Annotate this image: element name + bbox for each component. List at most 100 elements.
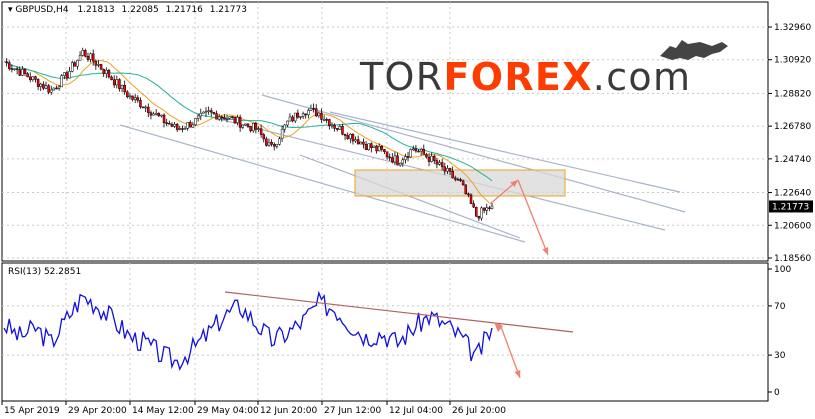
candle-body xyxy=(312,107,315,110)
candle-body xyxy=(102,68,105,74)
candle-body xyxy=(36,79,40,87)
candle-body xyxy=(31,76,35,81)
rsi-title: RSI(13) 52.2851 xyxy=(8,267,81,277)
header-open: 1.21813 xyxy=(77,5,114,15)
candle-body xyxy=(404,156,407,161)
candle-body xyxy=(128,95,132,98)
candle-body xyxy=(488,207,491,210)
candle-body xyxy=(191,124,195,128)
candle-body xyxy=(472,203,475,208)
candle-body xyxy=(84,50,87,57)
candle-body xyxy=(215,113,218,120)
candle-body xyxy=(304,113,307,116)
candle-body xyxy=(464,184,468,195)
candle-body xyxy=(422,148,426,155)
candle-body xyxy=(385,151,389,158)
candle-body xyxy=(328,119,331,126)
candle-body xyxy=(307,110,310,116)
candle-body xyxy=(448,168,452,172)
candle-body xyxy=(283,124,286,130)
candle-body xyxy=(154,113,158,115)
candle-body xyxy=(265,138,268,146)
candle-body xyxy=(42,83,45,89)
time-label: 29 May 04:00 xyxy=(197,406,259,416)
candle-body xyxy=(322,119,326,121)
candle-body xyxy=(110,76,113,80)
price-tick-label: 1.22640 xyxy=(774,189,811,199)
candle-body xyxy=(115,79,119,86)
candle-body xyxy=(309,107,313,111)
candle-body xyxy=(398,162,402,166)
price-tick-label: 1.26780 xyxy=(774,122,811,132)
current-price-box xyxy=(769,200,813,213)
candle-body xyxy=(406,156,410,158)
logo-tor: TOR xyxy=(359,55,442,99)
candle-body xyxy=(267,141,271,146)
candle-body xyxy=(63,72,66,76)
candle-body xyxy=(60,75,63,88)
candle-body xyxy=(454,177,457,180)
candle-body xyxy=(147,106,150,113)
time-label: 29 Apr 20:00 xyxy=(68,406,127,416)
candle-body xyxy=(149,112,153,116)
candle-body xyxy=(456,179,460,181)
candle-body xyxy=(317,112,321,117)
channel-line xyxy=(261,94,686,213)
candle-body xyxy=(39,83,42,87)
candle-body xyxy=(480,207,483,219)
candle-body xyxy=(238,116,242,128)
rsi-tick-label: 100 xyxy=(774,265,791,275)
candle-body xyxy=(414,148,418,152)
channel-line xyxy=(329,111,681,193)
candle-body xyxy=(78,55,82,61)
candle-body xyxy=(126,91,129,98)
candle-body xyxy=(183,128,187,130)
candle-body xyxy=(105,70,108,74)
candle-body xyxy=(370,143,373,148)
candle-body xyxy=(278,138,281,145)
candle-body xyxy=(133,97,137,100)
candle-body xyxy=(280,128,284,140)
candle-body xyxy=(388,156,391,159)
rsi-indicator xyxy=(3,290,574,379)
rsi-panel-frame xyxy=(1,262,769,402)
candle-body xyxy=(412,148,415,151)
time-label: 12 Jul 04:00 xyxy=(389,406,443,416)
candle-body xyxy=(419,148,423,152)
time-label: 12 Jun 20:00 xyxy=(260,406,317,416)
candle-body xyxy=(438,162,441,165)
candle-body xyxy=(343,133,347,136)
rsi-tick-label: 70 xyxy=(774,302,786,312)
candle-body xyxy=(55,87,58,90)
candle-body xyxy=(475,206,478,217)
candle-body xyxy=(482,207,486,211)
candle-body xyxy=(173,123,176,127)
candle-body xyxy=(231,116,234,118)
candle-body xyxy=(372,145,376,148)
candle-body xyxy=(175,123,179,130)
candle-body xyxy=(73,62,77,67)
candle-body xyxy=(393,155,397,163)
forecast-arrows xyxy=(489,179,549,256)
candle-body xyxy=(178,128,182,130)
candle-body xyxy=(220,116,224,119)
candle-body xyxy=(443,166,447,172)
zone-rect xyxy=(354,169,566,197)
candle-body xyxy=(120,84,124,90)
header-close: 1.21773 xyxy=(210,5,247,15)
candle-body xyxy=(21,68,24,76)
candle-body xyxy=(233,116,237,123)
candle-body xyxy=(356,139,360,145)
header-icon: ▾ xyxy=(8,5,15,15)
torforex-logo: TORFOREX.com xyxy=(359,40,728,99)
rsi-trendline xyxy=(224,291,574,333)
candle-body xyxy=(262,134,265,140)
candle-body xyxy=(196,115,200,119)
candle-body xyxy=(86,56,90,60)
candle-body xyxy=(52,87,56,91)
candle-body xyxy=(375,145,378,152)
current-price-label: 1.21773 xyxy=(772,202,809,212)
price-tick-label: 1.28820 xyxy=(774,89,811,99)
candle-body xyxy=(288,116,292,122)
candle-body xyxy=(7,62,11,69)
